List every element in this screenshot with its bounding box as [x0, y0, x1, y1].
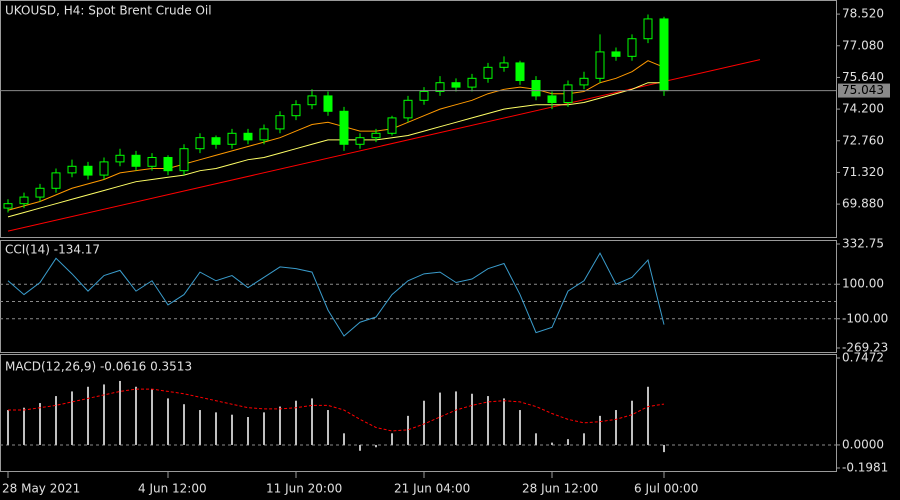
- y-tick-label: 332.75: [842, 237, 884, 251]
- candle-body: [579, 77, 589, 86]
- price-title: UKOUSD, H4: Spot Brent Crude Oil: [5, 4, 212, 18]
- candle-body: [227, 132, 237, 145]
- candle-body: [211, 137, 221, 145]
- x-tick-label: 4 Jun 12:00: [138, 482, 207, 496]
- candle-body: [3, 203, 13, 209]
- candle-body: [435, 82, 445, 93]
- current-price-label: 75.043: [842, 83, 884, 97]
- macd-panel: [0, 354, 837, 472]
- x-tick-label: 28 Jun 12:00: [522, 482, 598, 496]
- candle-body: [275, 115, 285, 130]
- y-tick-label: 74.200: [842, 102, 884, 116]
- candle-body: [547, 95, 557, 104]
- y-tick-label: -100.00: [842, 311, 888, 325]
- candle-body: [51, 172, 61, 189]
- y-tick-label: 78.520: [842, 7, 884, 21]
- x-tick-label: 11 Jun 20:00: [266, 482, 342, 496]
- macd-title: MACD(12,26,9) -0.0616 0.3513: [5, 360, 192, 374]
- candle-body: [83, 165, 93, 176]
- candle-body: [643, 18, 653, 40]
- x-tick-label: 28 May 2021: [2, 482, 80, 496]
- y-tick-label: 0.0000: [842, 437, 884, 451]
- candle-body: [611, 51, 621, 57]
- x-tick-label: 21 Jun 04:00: [394, 482, 470, 496]
- y-tick-label: 75.640: [842, 70, 884, 84]
- signal-line: [8, 388, 665, 432]
- candle-body: [627, 38, 637, 57]
- y-tick-label: 0.7472: [842, 351, 884, 365]
- candle-body: [659, 18, 669, 92]
- x-tick-label: 6 Jul 00:00: [634, 482, 698, 496]
- candle-body: [515, 62, 525, 82]
- candle-body: [371, 132, 381, 139]
- y-tick-label: -269.23: [842, 341, 888, 355]
- y-tick-label: 71.320: [842, 165, 884, 179]
- cci-line: [7, 252, 665, 337]
- candle-body: [131, 154, 141, 167]
- candle-body: [67, 165, 77, 174]
- candle-body: [323, 95, 333, 112]
- candle-body: [355, 137, 365, 145]
- candle-body: [307, 95, 317, 106]
- cci-panel: [0, 240, 837, 353]
- moving-average: [7, 60, 665, 211]
- y-tick-label: -0.1981: [842, 461, 888, 475]
- current-price-box: [838, 83, 890, 98]
- candle-body: [483, 66, 493, 79]
- candle-body: [243, 132, 253, 141]
- price-panel: [0, 0, 837, 238]
- candle-body: [595, 51, 605, 79]
- candle-body: [339, 110, 349, 145]
- candle-body: [147, 156, 157, 167]
- candle-body: [451, 82, 461, 88]
- candle-body: [163, 156, 173, 172]
- candle-body: [499, 62, 509, 68]
- candle-body: [467, 77, 477, 88]
- y-tick-label: 100.00: [842, 277, 884, 291]
- candle-body: [99, 161, 109, 176]
- candle-body: [403, 99, 413, 119]
- candle-body: [195, 137, 205, 150]
- y-tick-label: 72.760: [842, 133, 884, 147]
- candle-body: [259, 128, 269, 141]
- candle-body: [115, 154, 125, 163]
- candle-body: [387, 117, 397, 134]
- y-tick-label: 77.080: [842, 38, 884, 52]
- candle-body: [563, 84, 573, 104]
- y-tick-label: 69.880: [842, 197, 884, 211]
- moving-average: [7, 82, 664, 218]
- candle-body: [291, 104, 301, 117]
- candle-body: [419, 91, 429, 101]
- candle-body: [19, 196, 29, 205]
- cci-title: CCI(14) -134.17: [5, 243, 100, 257]
- candle-body: [531, 80, 541, 97]
- candle-body: [179, 148, 189, 172]
- candle-body: [35, 187, 45, 198]
